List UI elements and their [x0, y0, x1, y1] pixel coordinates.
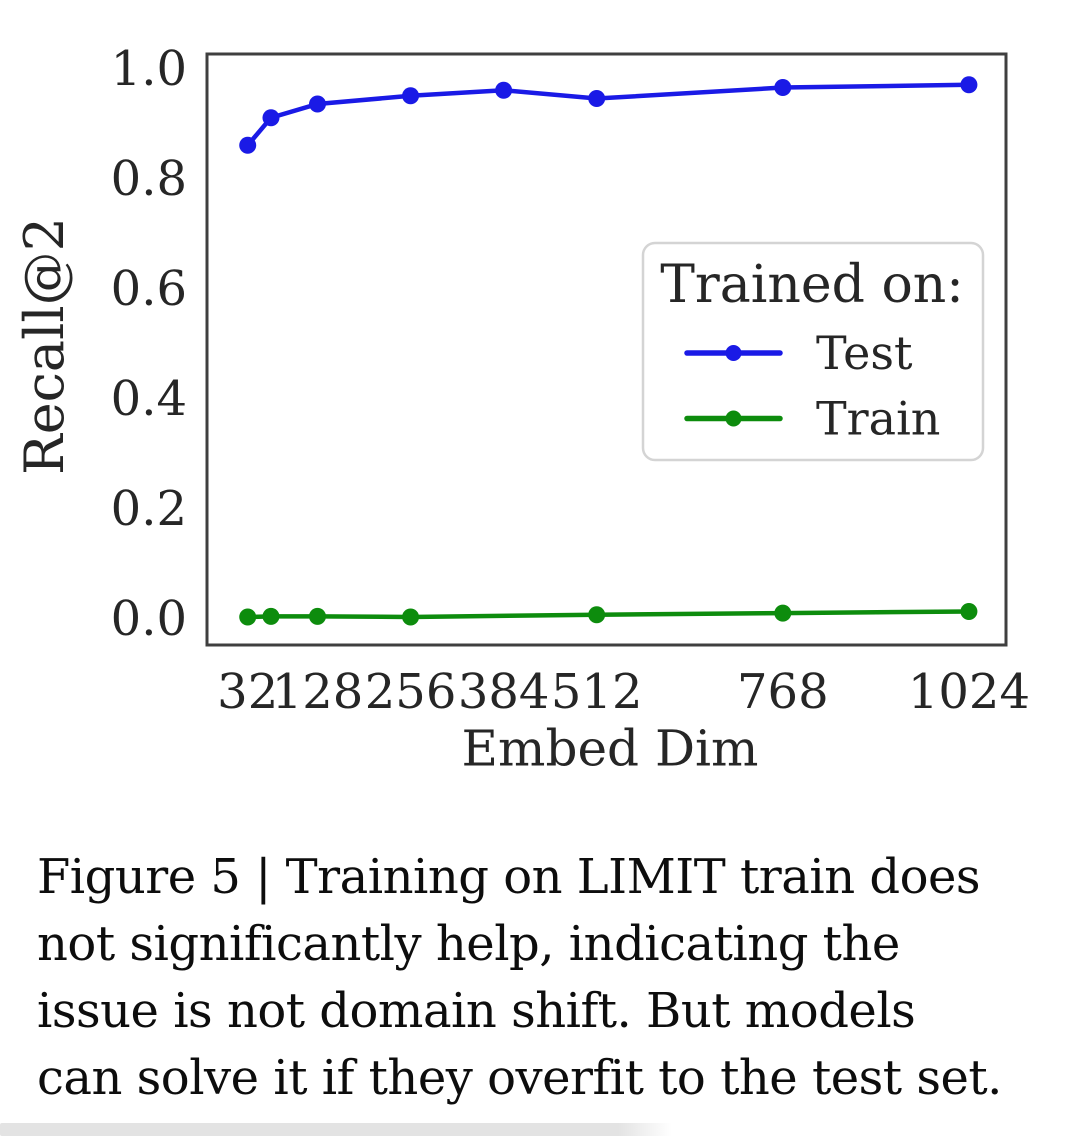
series-line-train — [245, 609, 972, 620]
next-content-preview-strip — [0, 1123, 672, 1136]
figure-caption: Figure 5 | Training on LIMIT train does … — [37, 849, 1002, 1106]
x-tick-label: 768 — [737, 664, 829, 720]
y-tick-label: 0.0 — [111, 591, 187, 647]
y-axis-label: Recall@2 — [13, 217, 76, 475]
series-marker-test — [309, 95, 327, 113]
y-tick-label: 0.6 — [111, 261, 187, 317]
x-tick-label: 512 — [551, 664, 643, 720]
y-tick-label: 1.0 — [111, 41, 187, 97]
y-tick-label: 0.2 — [111, 481, 187, 537]
series-marker-test — [262, 109, 280, 127]
series-marker-train — [239, 608, 257, 626]
legend-label-train: Train — [816, 392, 940, 446]
legend-marker-train — [725, 410, 742, 427]
series-marker-test — [774, 79, 792, 97]
series-marker-test — [239, 136, 257, 154]
x-tick-label: 384 — [458, 664, 550, 720]
series-marker-train — [262, 607, 280, 625]
x-axis-label: Embed Dim — [462, 720, 759, 778]
series-marker-train — [774, 604, 792, 622]
y-tick-label: 0.4 — [111, 371, 187, 427]
series-marker-train — [960, 602, 978, 620]
x-tick-label: 128 — [272, 664, 364, 720]
x-tick-label: 1024 — [908, 664, 1030, 720]
series-marker-test — [960, 76, 978, 94]
series-marker-train — [588, 606, 606, 624]
y-tick-label: 0.8 — [111, 151, 187, 207]
legend-marker-test — [725, 345, 742, 361]
legend-title: Trained on: — [660, 255, 964, 315]
series-marker-train — [309, 607, 327, 625]
series-line-test — [245, 82, 972, 148]
x-tick-label: 32 — [217, 664, 278, 720]
x-tick-label: 256 — [365, 664, 457, 720]
plot-area — [205, 52, 1008, 647]
series-marker-train — [402, 608, 420, 626]
legend-label-test: Test — [816, 326, 913, 380]
series-marker-test — [588, 90, 606, 108]
recall-vs-embed-dim-chart: 0.0 0.2 0.4 0.6 0.8 1.0 32 128 256 384 512 768 1024 E… — [13, 41, 1030, 778]
series-marker-test — [495, 81, 513, 99]
series-marker-test — [402, 87, 420, 105]
legend-box — [641, 241, 985, 462]
